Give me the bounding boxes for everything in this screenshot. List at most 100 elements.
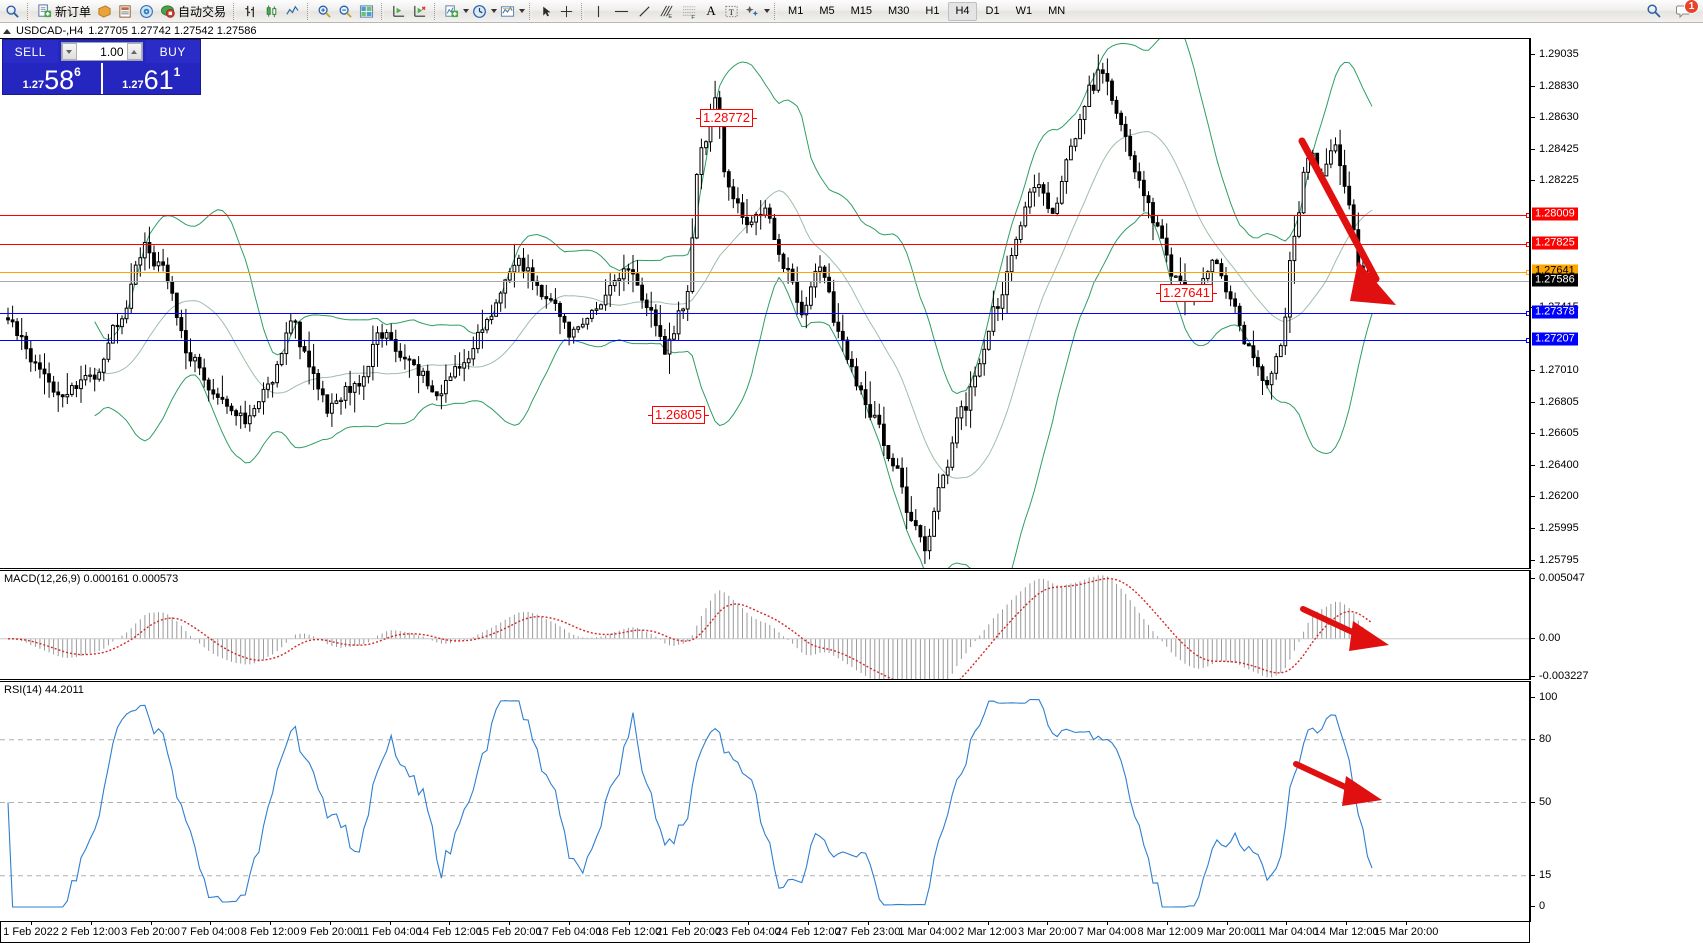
- time-label: 11 Feb 04:00: [357, 926, 422, 938]
- time-label: 7 Mar 04:00: [1077, 926, 1137, 938]
- timeframe-mn[interactable]: MN: [1048, 5, 1066, 17]
- price-annotation[interactable]: 1.28772: [696, 109, 757, 127]
- volume-increase-button[interactable]: [126, 43, 142, 60]
- crosshair-icon[interactable]: [556, 1, 577, 22]
- trendline-icon[interactable]: [634, 1, 655, 22]
- line-chart-icon[interactable]: [282, 1, 303, 22]
- level-line[interactable]: [0, 270, 1529, 276]
- time-label: 18 Feb 12:00: [596, 926, 662, 938]
- sell-price[interactable]: 1.27 58 6: [3, 63, 101, 94]
- vline-icon[interactable]: [588, 1, 609, 22]
- new-order-button[interactable]: 新订单: [34, 1, 94, 22]
- text-icon[interactable]: A: [706, 3, 716, 18]
- level-line-handle[interactable]: [1526, 241, 1529, 247]
- volume-value[interactable]: 1.00: [100, 44, 124, 59]
- terminal-icon[interactable]: [115, 1, 136, 22]
- alerts-icon[interactable]: 1: [1673, 0, 1699, 22]
- price-tick: 1.28630: [1531, 111, 1579, 123]
- time-tick: [509, 922, 511, 925]
- time-label: 2 Mar 12:00: [958, 926, 1017, 938]
- buy-price[interactable]: 1.27 61 1: [100, 63, 201, 95]
- shapes-dropdown-caret[interactable]: [764, 9, 771, 13]
- profile-icon[interactable]: [94, 1, 115, 22]
- timeframe-d1[interactable]: D1: [985, 5, 1000, 17]
- level-line[interactable]: [0, 212, 1529, 218]
- search-icon[interactable]: [1643, 1, 1665, 22]
- period-dropdown-caret[interactable]: [491, 9, 498, 13]
- time-tick: [808, 922, 810, 925]
- time-label: 1 Mar 04:00: [898, 926, 958, 938]
- level-line[interactable]: [0, 311, 1529, 317]
- price-annotation[interactable]: 1.26805: [648, 406, 709, 424]
- text-label-icon[interactable]: T: [721, 1, 742, 22]
- level-line-handle[interactable]: [1526, 270, 1529, 276]
- rsi-pane[interactable]: RSI(14) 44.2011: [0, 681, 1530, 922]
- time-label: 14 Feb 12:00: [417, 926, 482, 938]
- macd-pane[interactable]: MACD(12,26,9) 0.000161 0.000573: [0, 570, 1530, 680]
- timeframe-w1[interactable]: W1: [1015, 5, 1033, 17]
- level-line[interactable]: [0, 241, 1529, 247]
- buy-price-main: 61: [143, 65, 174, 95]
- time-tick: [1047, 922, 1049, 925]
- volume-decrease-button[interactable]: [61, 43, 77, 60]
- shapes-icon[interactable]: [742, 1, 763, 22]
- indicators-dropdown-caret[interactable]: [463, 9, 470, 13]
- price-tick: 1.29035: [1531, 48, 1579, 60]
- main-toolbar: 新订单 自动交易: [0, 0, 1703, 23]
- timeframe-m1[interactable]: M1: [788, 5, 804, 17]
- tile-windows-icon[interactable]: [356, 1, 377, 22]
- autotrading-button[interactable]: 自动交易: [157, 1, 229, 22]
- time-label: 9 Feb 20:00: [300, 926, 360, 938]
- sell-price-main: 58: [44, 65, 75, 95]
- zoom-in-icon[interactable]: [314, 1, 335, 22]
- timeframe-m15[interactable]: M15: [850, 5, 872, 17]
- level-line-handle[interactable]: [1526, 212, 1529, 218]
- level-line-handle[interactable]: [1526, 338, 1529, 344]
- timeframe-m5[interactable]: M5: [819, 5, 835, 17]
- level-line[interactable]: [0, 338, 1529, 344]
- zoom-out-icon[interactable]: [335, 1, 356, 22]
- bar-chart-icon[interactable]: [240, 1, 261, 22]
- rsi-tick: 50: [1531, 796, 1551, 808]
- price-annotation[interactable]: 1.27641: [1156, 284, 1217, 302]
- price-level-tag[interactable]: 1.27825: [1532, 236, 1578, 250]
- svg-text:T: T: [729, 6, 734, 16]
- price-chart-pane[interactable]: 1.28772 1.27641 1.26805: [0, 38, 1530, 569]
- price-level-tag[interactable]: 1.27207: [1532, 332, 1578, 346]
- price-scale-rsi[interactable]: 100 80 50 15 0: [1530, 681, 1703, 922]
- timeframe-h4[interactable]: H4: [948, 1, 977, 21]
- collapse-triangle-icon[interactable]: [3, 28, 11, 34]
- sell-button[interactable]: SELL: [3, 40, 58, 63]
- level-line-handle[interactable]: [1526, 311, 1529, 317]
- fibo-retracement-icon[interactable]: F: [678, 1, 701, 22]
- volume-stepper[interactable]: 1.00: [60, 42, 143, 61]
- price-level-tag[interactable]: 1.27586: [1532, 273, 1578, 287]
- price-scale-macd[interactable]: 0.005047 0.00 -0.003227: [1530, 570, 1703, 682]
- sell-price-prefix: 1.27: [22, 79, 45, 91]
- timeframe-m30[interactable]: M30: [888, 5, 910, 17]
- price-scale-main[interactable]: 1.29035 1.28830 1.28630 1.28425 1.28225 1.270…: [1530, 38, 1703, 569]
- auto-scroll-icon[interactable]: [409, 1, 430, 22]
- time-label: 8 Mar 12:00: [1137, 926, 1197, 938]
- hline-icon[interactable]: [609, 1, 634, 22]
- period-icon[interactable]: [469, 1, 490, 22]
- buy-button[interactable]: BUY: [145, 40, 200, 63]
- level-line[interactable]: [0, 280, 1529, 282]
- price-level-tag[interactable]: 1.27378: [1532, 305, 1578, 319]
- candlestick-chart-icon[interactable]: [261, 1, 282, 22]
- trade-prices-row: 1.27 58 6 1.27 61 1: [3, 63, 200, 94]
- time-axis[interactable]: 1 Feb 2022 2 Feb 12:00 3 Feb 20:00 7 Feb 04…: [0, 922, 1530, 943]
- timeframe-h1[interactable]: H1: [925, 5, 940, 17]
- cursor-icon[interactable]: [536, 1, 556, 22]
- templates-dropdown-caret[interactable]: [519, 9, 526, 13]
- templates-icon[interactable]: [497, 1, 518, 22]
- fibo-channel-icon[interactable]: E: [655, 1, 678, 22]
- indicators-icon[interactable]: [441, 1, 462, 22]
- navigator-icon[interactable]: [136, 1, 157, 22]
- macd-canvas: [0, 575, 1529, 679]
- magnifier-icon[interactable]: [2, 1, 23, 22]
- price-tick: 1.26605: [1531, 427, 1579, 439]
- price-level-tag[interactable]: 1.28009: [1532, 207, 1578, 221]
- shift-end-icon[interactable]: [388, 1, 409, 22]
